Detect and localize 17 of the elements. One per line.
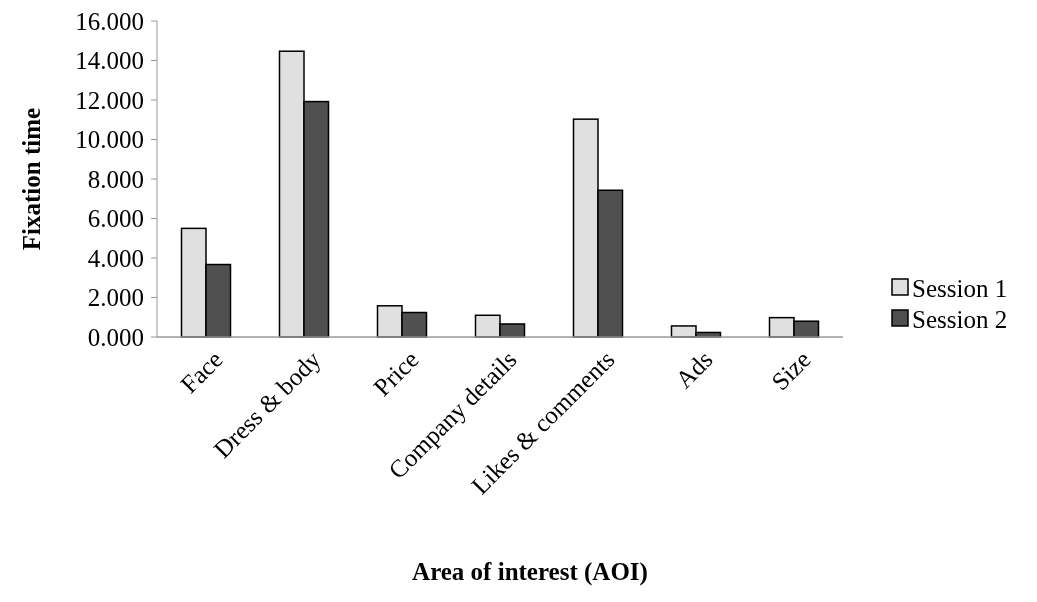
x-tick-label: Price (368, 345, 424, 402)
x-tick-label: Face (175, 345, 228, 399)
y-axis-title: Fixation time (18, 107, 45, 251)
legend-label: Session 1 (912, 274, 1008, 302)
y-tick-label: 8.000 (87, 165, 144, 193)
y-tick-label: 0.000 (87, 323, 144, 351)
x-axis-title: Area of interest (AOI) (412, 558, 648, 586)
y-tick-label: 2.000 (87, 284, 144, 312)
y-tick-label: 14.000 (75, 47, 144, 75)
legend-label: Session 2 (912, 305, 1008, 333)
x-tick-label: Ads (670, 345, 718, 394)
x-tick-label: Size (766, 345, 816, 396)
y-tick-label: 4.000 (87, 244, 144, 272)
y-tick-label: 12.000 (75, 86, 144, 114)
y-tick-label: 16.000 (75, 7, 144, 35)
y-tick-label: 10.000 (75, 126, 144, 154)
y-tick-label: 6.000 (87, 205, 144, 233)
